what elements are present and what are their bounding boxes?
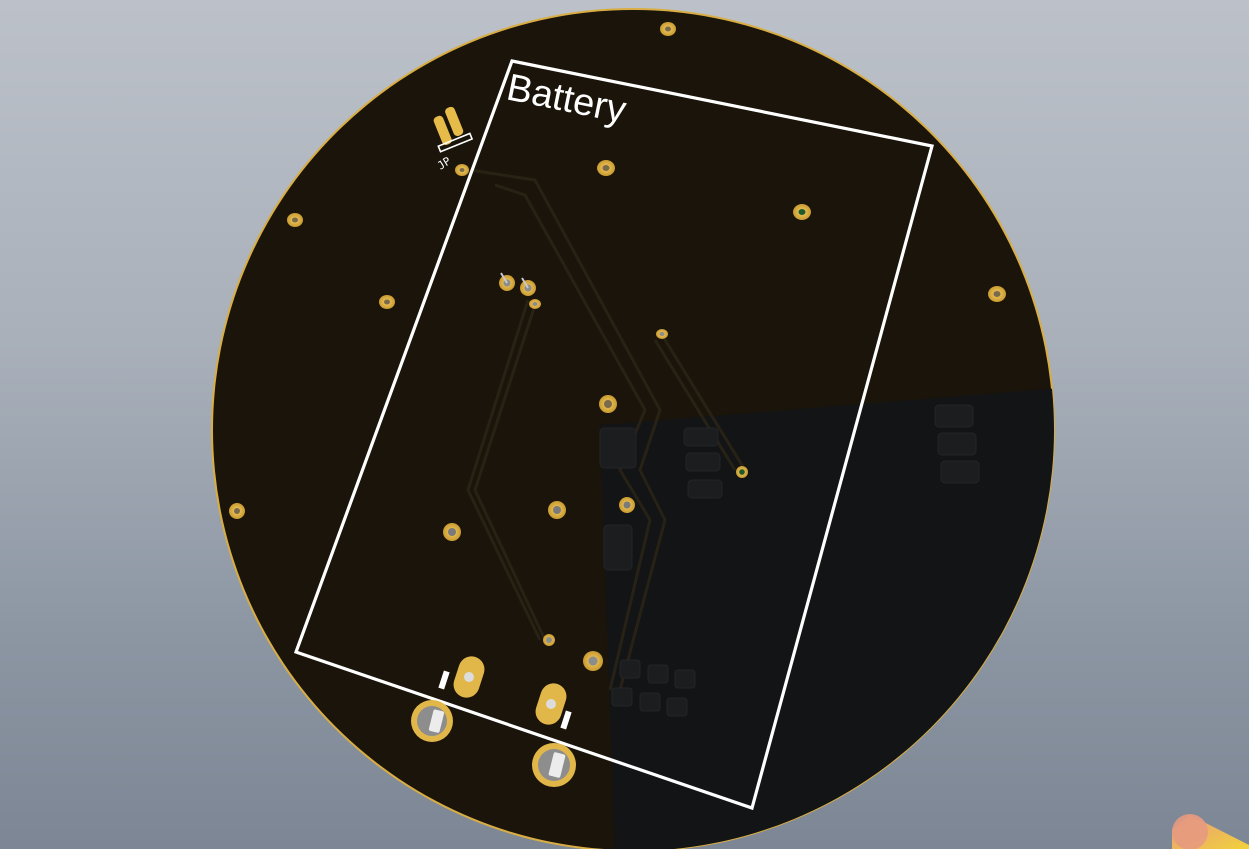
via (543, 634, 555, 646)
via (660, 22, 676, 36)
jp-connector[interactable]: JP (418, 104, 479, 174)
via (988, 286, 1006, 302)
polarity-mark (438, 670, 450, 690)
via (583, 651, 603, 671)
via (455, 164, 469, 176)
pin-pegs (500, 272, 529, 289)
via (529, 299, 541, 309)
via (287, 213, 303, 227)
polarity-mark (560, 710, 572, 730)
via (443, 523, 461, 541)
view-orientation-nub[interactable] (1172, 814, 1249, 849)
battery-terminal-2[interactable] (532, 680, 576, 787)
via (736, 466, 748, 478)
via (229, 503, 245, 519)
via (793, 204, 811, 220)
via (379, 295, 395, 309)
via (619, 497, 635, 513)
via (599, 395, 617, 413)
via (548, 501, 566, 519)
shadow-footprints (599, 404, 980, 717)
via (656, 329, 668, 339)
battery-terminal-1[interactable] (411, 653, 488, 742)
pcb-board[interactable] (211, 8, 1060, 849)
via (597, 160, 615, 176)
vias (229, 22, 1006, 671)
connector-refdes: JP (435, 154, 453, 172)
